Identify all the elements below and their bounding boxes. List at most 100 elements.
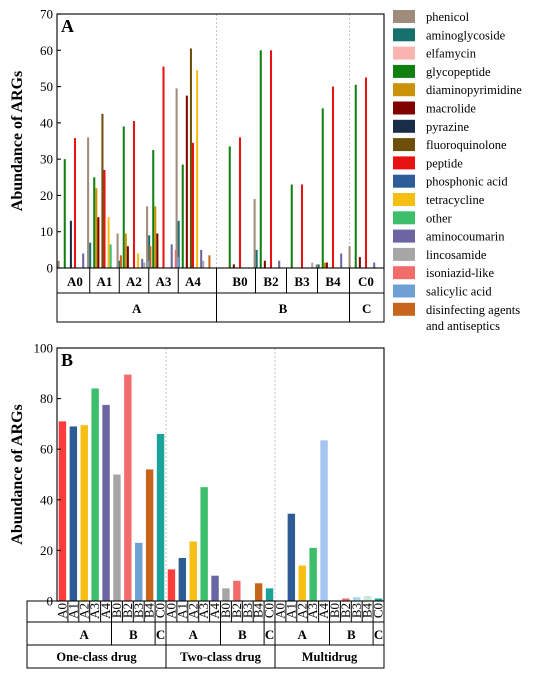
bar xyxy=(263,260,266,268)
bar xyxy=(211,575,219,601)
group-label: B xyxy=(347,627,356,642)
bar xyxy=(101,113,104,268)
bar xyxy=(311,262,314,268)
sample-label: C0 xyxy=(371,603,386,618)
bar xyxy=(146,206,149,268)
sample-label: A1 xyxy=(174,603,189,619)
bar xyxy=(196,70,199,269)
bar xyxy=(147,260,150,268)
bar xyxy=(69,426,78,601)
bar xyxy=(290,184,293,268)
y-axis-label: Abundance of ARGs xyxy=(9,71,26,211)
bar xyxy=(95,188,98,268)
sample-label: B3 xyxy=(240,603,255,618)
sample-label: A0 xyxy=(54,603,69,619)
bar xyxy=(126,246,129,268)
bar xyxy=(222,588,230,601)
sample-label: A3 xyxy=(305,603,320,619)
bar xyxy=(69,220,72,268)
sample-label: B3 xyxy=(294,274,310,289)
bar xyxy=(342,598,350,601)
sample-label: B0 xyxy=(218,603,233,618)
sample-label: A4 xyxy=(207,603,222,619)
group-label: B xyxy=(238,627,247,642)
sample-label: A0 xyxy=(272,603,287,619)
legend-label: macrolide xyxy=(426,102,476,116)
bar xyxy=(354,84,357,268)
bar xyxy=(107,217,110,268)
y-tick-label: 10 xyxy=(40,224,53,239)
bar xyxy=(200,487,208,601)
sample-label: A4 xyxy=(185,274,201,289)
legend-label: glycopeptide xyxy=(426,65,491,79)
bar xyxy=(122,126,125,269)
sample-label: A0 xyxy=(67,274,83,289)
legend-label: diaminopyrimidine xyxy=(426,83,522,97)
legend-swatch xyxy=(393,302,415,316)
bar xyxy=(143,262,146,268)
bar xyxy=(202,260,205,268)
bar xyxy=(309,547,317,601)
bar xyxy=(200,249,203,268)
legend-swatch xyxy=(393,28,415,42)
legend-label: disinfecting agents xyxy=(426,303,520,317)
bar xyxy=(73,138,77,268)
bar xyxy=(233,580,241,601)
legend-label: other xyxy=(426,211,453,225)
sample-label: A4 xyxy=(316,603,331,619)
group-label: B xyxy=(129,627,138,642)
sample-label: C0 xyxy=(153,603,168,618)
sample-label: B4 xyxy=(325,274,341,289)
bar xyxy=(167,569,176,602)
legend-swatch xyxy=(393,156,415,170)
sample-label: A4 xyxy=(98,603,113,619)
legend-label: and antiseptics xyxy=(426,319,500,333)
bar xyxy=(331,86,335,268)
sample-label: B4 xyxy=(142,603,157,619)
y-axis-label: Abundance of ARGs xyxy=(9,404,26,544)
legend: phenicol aminoglycoside elfamycin glycopept… xyxy=(393,10,522,333)
legend-label: lincosamide xyxy=(426,248,487,262)
group-label: C xyxy=(156,627,165,642)
legend-swatch xyxy=(393,83,415,97)
bar xyxy=(185,95,188,268)
drug-class-label: One-class drug xyxy=(56,650,137,664)
bar xyxy=(145,469,154,601)
bar xyxy=(154,206,157,268)
y-tick-label: 30 xyxy=(40,152,53,167)
sample-label: A2 xyxy=(126,274,142,289)
bar xyxy=(124,374,132,601)
drug-class-label: Two-class drug xyxy=(180,650,261,664)
bar xyxy=(176,257,179,268)
bar xyxy=(317,264,320,268)
drug-class-label: Multidrug xyxy=(302,650,358,664)
y-tick-label: 60 xyxy=(40,442,53,457)
bar xyxy=(238,137,242,268)
sample-label: B4 xyxy=(251,603,266,619)
bar xyxy=(353,597,361,601)
bar xyxy=(298,565,306,601)
bar xyxy=(340,253,343,268)
bar xyxy=(132,121,136,268)
bar xyxy=(287,513,296,601)
bar xyxy=(87,137,90,268)
chart-panel-a: 0 10 20 30 40 50 60 70 A Abundance of ARGs A0 A1 A2 A… xyxy=(9,7,385,323)
legend-label: salicylic acid xyxy=(426,285,492,299)
bar xyxy=(181,164,184,268)
bar xyxy=(189,48,192,268)
group-label: C xyxy=(265,627,274,642)
bar xyxy=(57,260,60,268)
bar xyxy=(80,425,88,601)
panel-label: A xyxy=(61,16,74,36)
sample-label: C0 xyxy=(262,603,277,618)
group-label: C xyxy=(374,627,383,642)
sample-label: B2 xyxy=(263,274,278,289)
bar xyxy=(97,217,100,268)
bar xyxy=(191,142,195,268)
bar xyxy=(63,159,66,268)
sample-label: B4 xyxy=(360,603,375,619)
legend-swatch xyxy=(393,138,415,152)
legend-label: peptide xyxy=(426,156,463,170)
legend-swatch xyxy=(393,64,415,78)
